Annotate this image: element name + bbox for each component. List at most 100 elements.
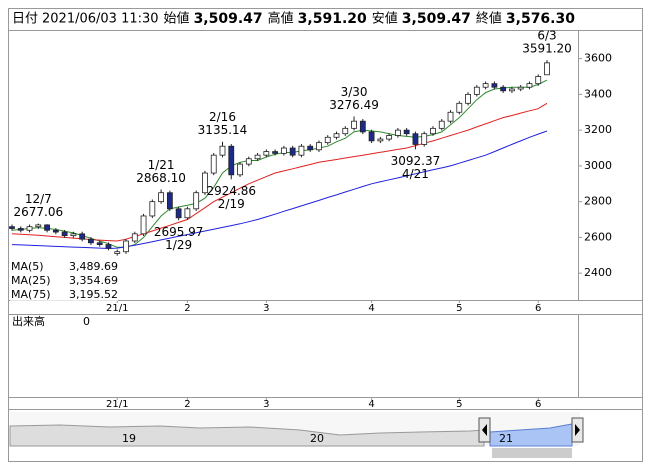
candle-body (447, 111, 454, 122)
x-tick-label: 4 (368, 399, 374, 410)
annotation-date: 3/30 (341, 85, 368, 99)
annotation-date: 1/21 (148, 158, 175, 172)
volume-title: 出来高 (12, 314, 45, 328)
candle-body (61, 231, 68, 237)
x-tick-label: 5 (456, 303, 462, 314)
candle-body (430, 127, 436, 135)
candle-body (351, 120, 357, 129)
y-tick-label: 3000 (584, 159, 612, 172)
candle-body (280, 147, 287, 154)
header-label: 安値 (372, 11, 398, 27)
x-tick-label: 6 (535, 303, 541, 314)
x-tick-label: 3 (263, 399, 269, 410)
candle-body (465, 93, 471, 104)
navigator-scrollbar[interactable] (492, 448, 572, 458)
annotation-value: 3092.37 (391, 154, 441, 168)
candle-body (140, 215, 147, 235)
candle-body (473, 86, 480, 95)
legend-value: 3,489.69 (69, 260, 118, 273)
candle-body (289, 147, 296, 156)
candle-body (438, 120, 445, 129)
candle-body (9, 226, 15, 229)
candle-body (272, 151, 279, 154)
candle-body (359, 120, 366, 133)
volume-value: 0 (83, 315, 90, 328)
annotation-value: 3276.49 (329, 98, 379, 112)
candle-body (88, 238, 94, 244)
candle-body (245, 158, 252, 165)
candle-body (175, 208, 182, 219)
candle-body (456, 102, 463, 113)
legend-name: MA(5) (11, 260, 44, 273)
candle-body (412, 133, 419, 145)
candle-body (517, 86, 524, 90)
annotation-value: 2677.06 (13, 205, 63, 219)
candle-body (500, 86, 507, 92)
annotation-value: 2868.10 (136, 171, 186, 185)
candle-body (395, 129, 401, 136)
annotation-value: 3591.20 (522, 42, 572, 56)
x-tick-label: 21/1 (106, 399, 128, 410)
y-tick-label: 3400 (584, 87, 612, 100)
ma-line (11, 79, 548, 248)
candle-body (131, 233, 138, 242)
candle-body (105, 244, 112, 249)
candle-body (421, 133, 428, 145)
x-tick-label: 2 (184, 303, 190, 314)
x-tick-label: 2 (184, 399, 190, 410)
candle-body (219, 145, 226, 156)
annotation-value: 3135.14 (198, 123, 248, 137)
x-tick-label: 6 (535, 399, 541, 410)
candle-body (526, 83, 533, 88)
candle-body (386, 135, 393, 140)
candle-body (368, 131, 375, 142)
annotation-date: 2/19 (218, 197, 245, 211)
candle-body (193, 192, 200, 210)
candle-body (35, 224, 42, 228)
candle-body (52, 229, 59, 233)
legend-value: 3,354.69 (69, 274, 118, 287)
candle-body (316, 142, 322, 151)
candle-body (166, 192, 173, 210)
y-tick-label: 2600 (584, 230, 612, 243)
ma-line (11, 130, 548, 250)
legend-name: MA(75) (11, 288, 51, 301)
ma-line (11, 102, 548, 242)
legend-value: 3,195.52 (69, 288, 118, 301)
navigator-label: 21 (499, 432, 513, 445)
y-tick-label: 2400 (584, 266, 612, 279)
candle-body (202, 172, 208, 194)
y-tick-label: 3600 (584, 52, 612, 65)
handle-arrow (482, 424, 487, 436)
legend-name: MA(25) (11, 274, 51, 287)
candle-body (17, 228, 24, 231)
candle-body (123, 240, 129, 253)
x-tick-label: 5 (456, 399, 462, 410)
candle-body (184, 208, 191, 219)
candle-body (237, 163, 243, 176)
candle-body (544, 62, 550, 76)
candle-body (535, 76, 542, 85)
annotation-date: 1/29 (165, 238, 192, 252)
candle-body (149, 201, 156, 217)
candle-body (96, 242, 103, 245)
annotation-date: 4/21 (402, 167, 429, 181)
header-value: 3,591.20 (298, 11, 367, 27)
y-tick-label: 2800 (584, 195, 612, 208)
header-label: 終値 (476, 11, 502, 27)
annotation-date: 2/16 (209, 110, 236, 124)
annotation-date: 6/3 (537, 29, 556, 43)
outer-frame (8, 8, 643, 462)
header-value: 3,509.47 (194, 11, 263, 27)
candle-body (254, 154, 261, 160)
candle-body (158, 192, 164, 203)
header-value: 2021/06/03 11:30 (42, 12, 159, 27)
annotation-date: 12/7 (25, 192, 52, 206)
candle-body (509, 88, 515, 92)
candle-body (298, 145, 305, 156)
candle-body (324, 136, 331, 144)
x-tick-label: 21/1 (106, 303, 128, 314)
legend-bg (10, 259, 118, 301)
annotation-value: 2695.97 (154, 225, 204, 239)
